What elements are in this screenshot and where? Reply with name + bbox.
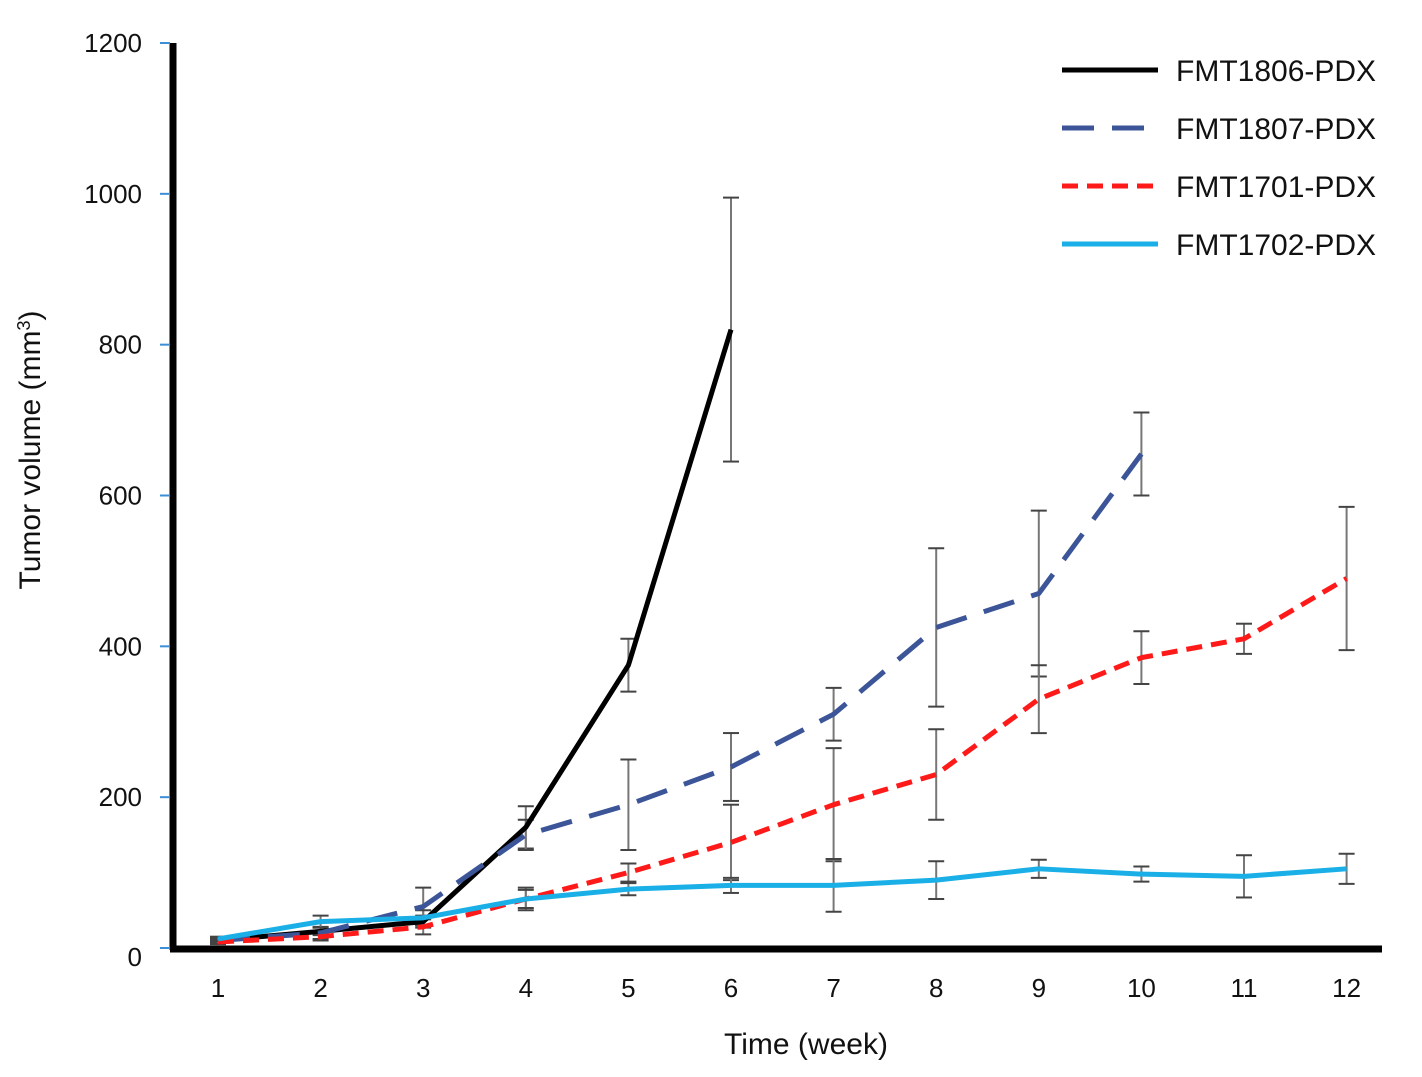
series-line-fmt1806-pdx — [217, 328, 734, 943]
x-tick-label: 9 — [1032, 973, 1046, 1003]
x-tick-label: 1 — [211, 973, 225, 1003]
x-tick-label: 2 — [313, 973, 327, 1003]
x-tick-label: 6 — [724, 973, 738, 1003]
y-axis-title: Tumor volume (mm3) — [14, 311, 47, 590]
y-tick-label: 1000 — [84, 179, 142, 209]
x-axis-title: Time (week) — [724, 1028, 888, 1061]
y-tick-label: 1200 — [84, 28, 142, 58]
series-line-fmt1702-pdx — [217, 866, 1347, 942]
x-tick-label: 4 — [519, 973, 533, 1003]
x-tick-label: 8 — [929, 973, 943, 1003]
x-tick-label: 12 — [1332, 973, 1361, 1003]
y-axis-title-suffix: ) — [14, 311, 47, 321]
legend-label: FMT1806-PDX — [1176, 55, 1376, 88]
series-layer — [210, 196, 1355, 946]
legend-label: FMT1807-PDX — [1176, 113, 1376, 146]
series-line-fmt1701-pdx — [217, 576, 1348, 945]
y-tick-label: 400 — [99, 631, 142, 661]
y-tick-label: 0 — [128, 942, 142, 972]
legend: FMT1806-PDX FMT1807-PDX FMT1701-PDX FMT1702… — [1062, 55, 1376, 262]
series-fmt1702-pdx — [210, 852, 1355, 943]
y-axis-title-main: Tumor volume (mm — [14, 331, 47, 590]
legend-label: FMT1701-PDX — [1176, 171, 1376, 204]
y-tick-label: 600 — [99, 481, 142, 511]
series-line-fmt1807-pdx — [217, 452, 1144, 943]
x-tick-label: 10 — [1127, 973, 1156, 1003]
y-tick-label: 800 — [99, 330, 142, 360]
series-fmt1701-pdx — [210, 505, 1355, 946]
y-tick-label: 200 — [99, 782, 142, 812]
legend-label: FMT1702-PDX — [1176, 229, 1376, 262]
x-tick-label: 7 — [826, 973, 840, 1003]
x-tick-label: 5 — [621, 973, 635, 1003]
x-tick-label: 3 — [416, 973, 430, 1003]
y-axis-title-superscript: 3 — [14, 321, 34, 331]
x-tick-label: 11 — [1231, 973, 1258, 1003]
